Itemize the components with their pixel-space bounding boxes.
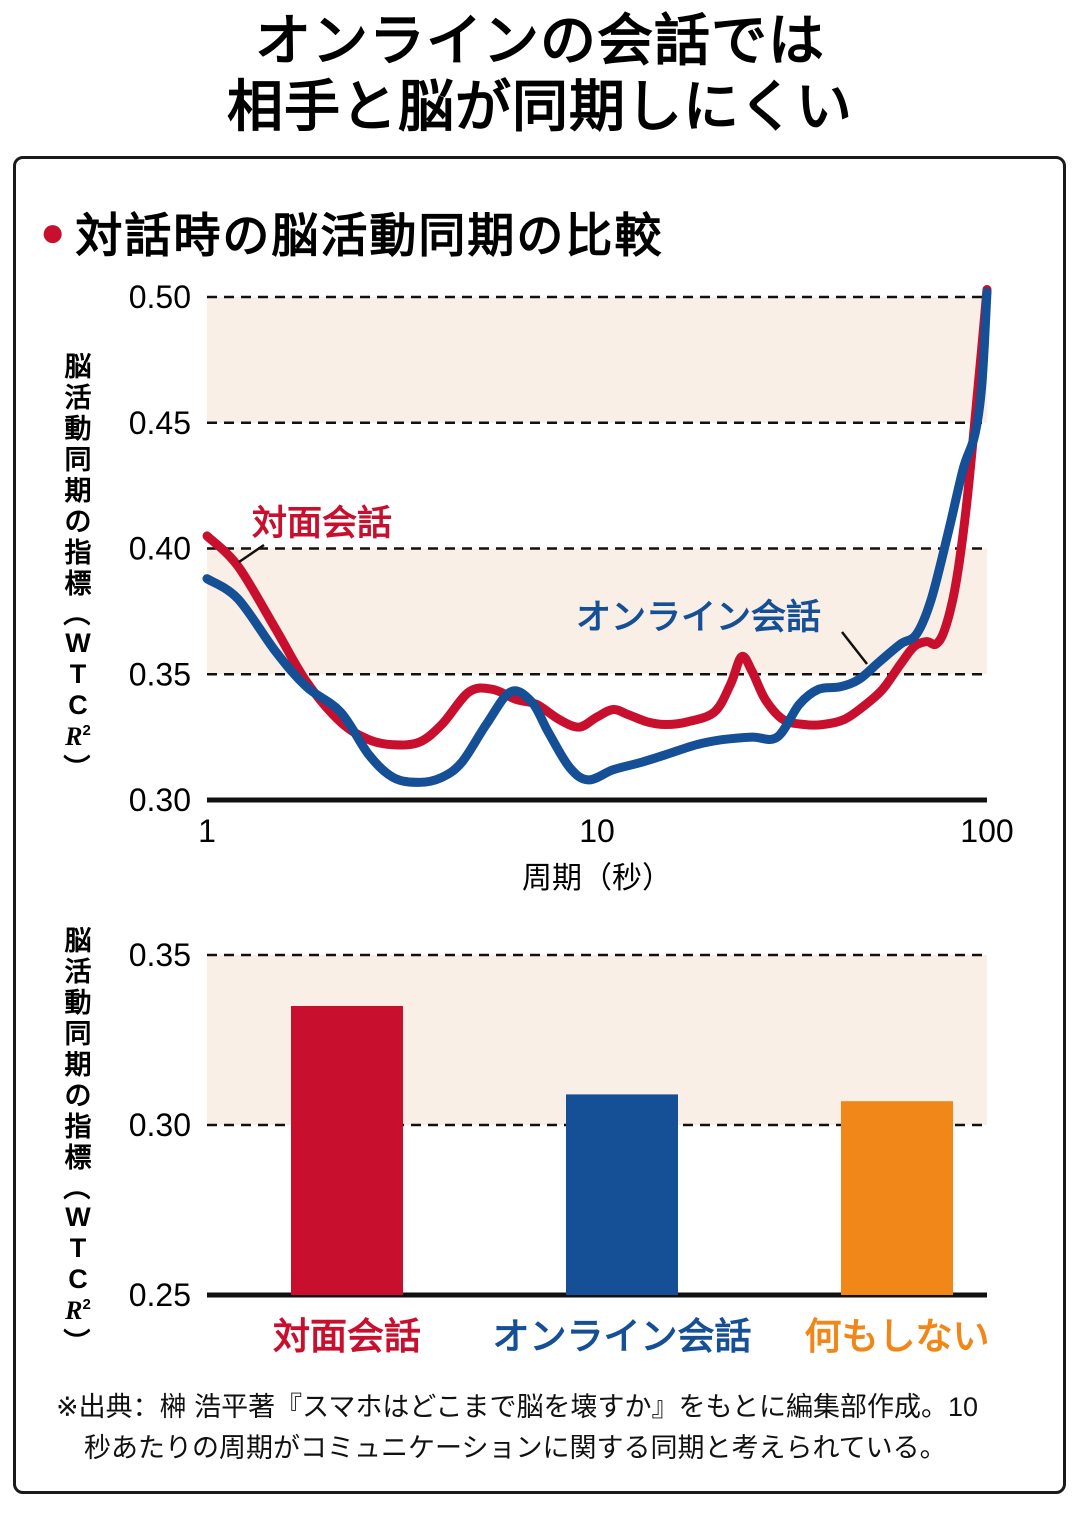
y-axis-title-char: 同 [64, 445, 92, 475]
y-tick-label: 0.35 [129, 937, 191, 973]
y-axis-title-char: 標 [64, 569, 92, 599]
leader-line-online [841, 631, 868, 665]
chart-panel: ● 対話時の脳活動同期の比較 脳活動同期の指標（W T C R 2） 0.30 0.35 0… [13, 156, 1066, 1494]
chart-title-line1: オンラインの会話では [255, 9, 825, 72]
y-axis-title-char: W [65, 628, 91, 658]
x-tick-label: 10 [579, 813, 615, 849]
y-axis-title-char: の [64, 507, 92, 537]
chart-title: オンラインの会話では 相手と脳が同期しにくい [0, 8, 1080, 139]
y-axis-title-char: 動 [64, 414, 92, 444]
bullet-icon: ● [40, 207, 68, 255]
line-chart-y-axis-title: 脳活動同期の指標（W T C R 2） [60, 349, 96, 783]
bar-1 [566, 1094, 678, 1295]
y-axis-title-char: 動 [64, 988, 92, 1018]
series-label-online: オンライン会話 [576, 598, 822, 637]
y-tick-label: 0.45 [129, 405, 191, 441]
bar-2 [841, 1101, 953, 1295]
y-axis-title-char: T [69, 1233, 87, 1263]
y-axis-title-char: 活 [64, 383, 92, 413]
y-tick-label: 0.50 [129, 279, 191, 315]
y-axis-title-char: 標 [64, 1143, 92, 1173]
bar-0 [291, 1006, 403, 1295]
x-axis-title: 周期（秒） [522, 862, 672, 895]
y-axis-title-char: 期 [64, 1050, 92, 1080]
y-axis-title-char: 脳 [64, 926, 92, 956]
chart-title-line2: 相手と脳が同期しにくい [227, 74, 853, 138]
y-tick-label: 0.35 [129, 656, 191, 692]
bar-category-label-2: 何もしない [805, 1316, 990, 1357]
y-tick-label: 0.30 [129, 1107, 191, 1143]
leader-line-face-to-face [238, 543, 265, 564]
bar-category-label-1: オンライン会話 [493, 1316, 752, 1357]
line-chart-svg: 0.30 0.35 0.40 0.45 0.50 1 10 100 周期（秒） [129, 279, 1014, 895]
y-axis-title-char: 指 [64, 538, 92, 568]
y-axis-title-char: 活 [64, 957, 92, 987]
panel-heading-text: 対話時の脳活動同期の比較 [75, 209, 664, 262]
y-axis-title-char: C [68, 690, 88, 720]
y-axis-title-char: T [69, 659, 87, 689]
bar-chart-y-axis-title: 脳活動同期の指標（W T C R 2） [60, 923, 96, 1357]
y-axis-title-char: C [68, 1264, 88, 1294]
series-line-0 [202, 285, 992, 750]
footnote-line2: 秒あたりの周期がコミュニケーションに関する同期と考えられている。 [84, 1432, 947, 1463]
y-axis-title-char: 指 [64, 1112, 92, 1142]
y-axis-title-char: 脳 [64, 352, 92, 382]
y-tick-label: 0.40 [129, 531, 191, 567]
y-axis-title-char: W [65, 1202, 91, 1232]
highlight-band [207, 548, 987, 675]
y-axis-title-char: の [64, 1081, 92, 1111]
y-axis-title-char: 期 [64, 476, 92, 506]
bar-category-label-0: 対面会話 [273, 1316, 421, 1357]
footnote-line1: ※出典：榊 浩平著『スマホはどこまで脳を壊すか』をもとに編集部作成。10 [56, 1392, 978, 1422]
series-line-1 [202, 287, 992, 787]
x-tick-label: 1 [198, 813, 216, 849]
y-axis-title-char: 同 [64, 1019, 92, 1049]
x-tick-label: 100 [960, 813, 1013, 849]
source-footnote: ※出典：榊 浩平著『スマホはどこまで脳を壊すか』をもとに編集部作成。10 秒あた… [56, 1387, 1036, 1468]
y-tick-label: 0.30 [129, 782, 191, 818]
series-label-face-to-face: 対面会話 [252, 504, 393, 543]
bar-chart-svg: 0.25 0.30 0.35 対面会話 オンライン会話 何もしない [129, 937, 990, 1357]
highlight-band [207, 297, 987, 423]
y-tick-label: 0.25 [129, 1277, 191, 1313]
panel-heading: ● 対話時の脳活動同期の比較 [40, 197, 663, 266]
